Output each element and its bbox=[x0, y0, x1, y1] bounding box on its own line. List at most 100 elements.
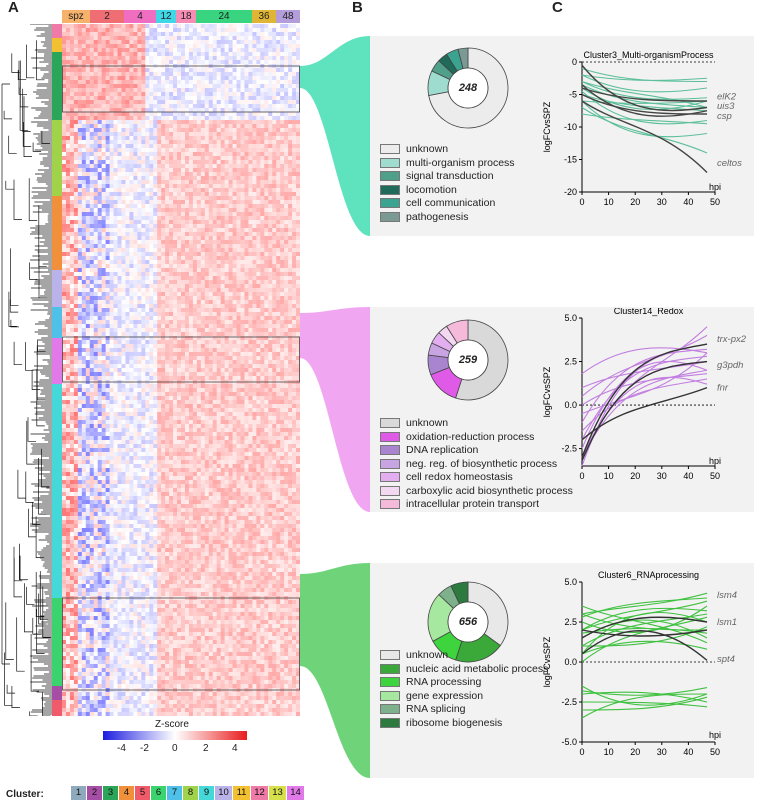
cluster-strip-segment bbox=[52, 196, 62, 270]
cluster-strip-segment bbox=[52, 307, 62, 338]
gene-label: celtos bbox=[717, 158, 742, 169]
cluster-key-5: 5 bbox=[135, 786, 150, 800]
donut-count-cluster6: 656 bbox=[458, 616, 478, 628]
expression-curve bbox=[581, 93, 708, 115]
expression-curve bbox=[581, 81, 708, 100]
expression-curve bbox=[581, 360, 708, 462]
cluster-strip-segment bbox=[52, 24, 62, 38]
legend-label: locomotion bbox=[406, 183, 457, 196]
x-tick-label: 10 bbox=[604, 747, 614, 757]
legend-swatch bbox=[380, 157, 400, 168]
y-tick-label: 0 bbox=[572, 57, 577, 67]
legend-item: ribosome biogenesis bbox=[380, 717, 502, 730]
expression-curve bbox=[581, 355, 708, 441]
zscore-tick: 0 bbox=[172, 743, 178, 754]
expression-curve bbox=[581, 74, 708, 81]
expression-curve bbox=[581, 629, 708, 637]
zscore-tick: 2 bbox=[203, 743, 209, 754]
x-tick-label: 0 bbox=[579, 197, 584, 207]
legend-item: RNA processing bbox=[380, 676, 481, 689]
zscore-title: Z-score bbox=[155, 719, 189, 730]
y-tick-label: -20 bbox=[564, 187, 577, 197]
legend-label: oxidation-reduction process bbox=[406, 430, 535, 443]
plot-ylabel: logFCvsSPZ bbox=[542, 636, 552, 687]
legend-item: oxidation-reduction process bbox=[380, 431, 534, 444]
cluster-key-12: 12 bbox=[251, 786, 268, 800]
legend-item: DNA replication bbox=[380, 444, 478, 457]
x-tick-label: 10 bbox=[604, 471, 614, 481]
legend-swatch bbox=[380, 198, 400, 209]
expression-curve bbox=[581, 80, 708, 109]
legend-label: gene expression bbox=[406, 689, 484, 702]
heatmap-selection-box bbox=[62, 65, 300, 113]
legend-label: unknown bbox=[406, 649, 449, 662]
legend-label: RNA splicing bbox=[406, 703, 466, 716]
legend-item: gene expression bbox=[380, 690, 483, 703]
legend-swatch bbox=[380, 211, 400, 222]
legend-item: pathogenesis bbox=[380, 211, 468, 224]
expression-curve bbox=[581, 107, 708, 154]
legend-item: locomotion bbox=[380, 184, 457, 197]
legend-label: intracellular protein transport bbox=[406, 498, 540, 511]
y-tick-label: -2.5 bbox=[561, 444, 577, 454]
expression-curve bbox=[581, 701, 708, 708]
expression-curve bbox=[581, 84, 708, 109]
plot-xlabel: hpi bbox=[709, 182, 721, 192]
cluster-strip-segment bbox=[52, 686, 62, 700]
legend-swatch bbox=[380, 704, 400, 715]
expression-curve bbox=[581, 687, 708, 696]
legend-label: neg. reg. of biosynthetic process bbox=[406, 457, 558, 470]
expression-curve bbox=[581, 376, 708, 458]
legend-label: pathogenesis bbox=[406, 210, 469, 223]
connector-group-1 bbox=[300, 307, 370, 512]
legend-item: cell redox homeostasis bbox=[380, 471, 513, 484]
dendrogram-branches bbox=[1, 24, 52, 716]
timepoint-spz: spz bbox=[62, 10, 90, 23]
dendrogram bbox=[1, 24, 52, 716]
gene-label: spt4 bbox=[717, 654, 735, 665]
y-tick-label: 5.0 bbox=[564, 577, 577, 587]
cluster-strip-segment bbox=[52, 270, 62, 307]
expression-curve bbox=[581, 360, 708, 389]
line-plot-cluster6: Cluster6_RNAprocessing logFCvsSPZ 5.0 2.5 0.… bbox=[542, 570, 737, 757]
cluster-key-9: 9 bbox=[199, 786, 214, 800]
legend-label: unknown bbox=[406, 417, 449, 430]
cluster-key-4: 4 bbox=[119, 786, 134, 800]
plot-xlabel: hpi bbox=[709, 730, 721, 740]
plot-xlabel: hpi bbox=[709, 456, 721, 466]
y-tick-label: -5.0 bbox=[561, 737, 577, 747]
x-tick-label: 20 bbox=[630, 747, 640, 757]
cluster-key-label: Cluster: bbox=[6, 789, 44, 800]
legend-label: ribosome biogenesis bbox=[406, 716, 503, 729]
cluster-key-14: 14 bbox=[287, 786, 304, 800]
x-tick-label: 10 bbox=[604, 197, 614, 207]
plot-ylabel: logFCvsSPZ bbox=[542, 366, 552, 417]
expression-curve bbox=[581, 347, 708, 375]
expression-curve bbox=[581, 369, 708, 458]
donut-hole bbox=[447, 601, 489, 643]
line-plot-cluster3: Cluster3_Multi-organismProcess logFCvsSPZ… bbox=[542, 50, 742, 207]
cluster-key-3: 3 bbox=[103, 786, 118, 800]
timepoint-24: 24 bbox=[196, 10, 252, 23]
legend-label: unknown bbox=[406, 143, 449, 156]
legend-swatch bbox=[380, 144, 400, 155]
expression-curve bbox=[581, 696, 708, 711]
donut-count-cluster3: 248 bbox=[458, 82, 478, 94]
expression-curve bbox=[581, 605, 708, 644]
expression-curve bbox=[581, 87, 708, 102]
expression-curve bbox=[581, 630, 708, 661]
legend-item: nucleic acid metabolic process bbox=[380, 663, 548, 676]
expression-curve bbox=[581, 640, 708, 655]
legend-swatch bbox=[380, 458, 400, 469]
gene-label: trx-px2 bbox=[717, 334, 747, 345]
legend-swatch bbox=[380, 445, 400, 456]
gene-label: elK2 bbox=[717, 91, 737, 102]
legend-swatch bbox=[380, 171, 400, 182]
y-tick-label: 0.0 bbox=[564, 400, 577, 410]
y-tick-label: 2.5 bbox=[564, 617, 577, 627]
x-tick-label: 20 bbox=[630, 197, 640, 207]
expression-curve bbox=[581, 611, 708, 655]
cluster-key-8: 8 bbox=[183, 786, 198, 800]
x-tick-label: 50 bbox=[710, 197, 720, 207]
panel-letter-c: C bbox=[552, 0, 563, 16]
